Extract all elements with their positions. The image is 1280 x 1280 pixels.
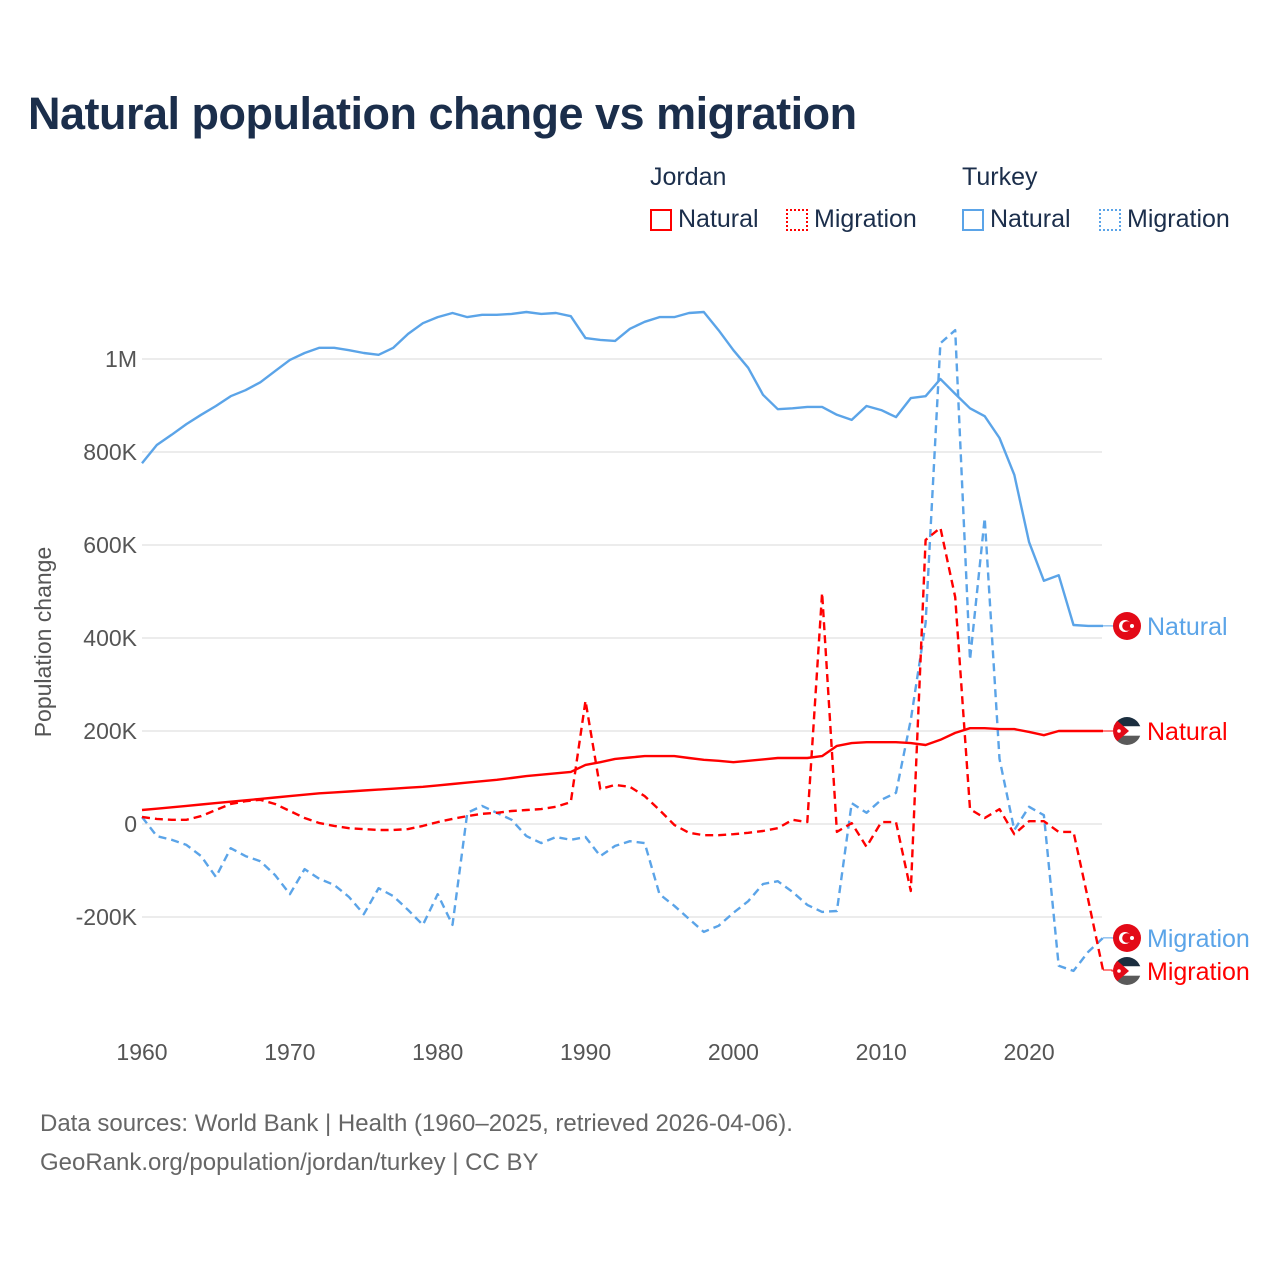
end-label: Natural [1147, 718, 1228, 746]
legend-label: Migration [814, 205, 917, 233]
x-tick-label: 1980 [412, 1039, 463, 1065]
legend-turkey-natural[interactable]: Natural [962, 205, 1071, 234]
legend-swatch-solid [962, 208, 984, 231]
turkey-flag-icon [1113, 612, 1141, 640]
star [1130, 936, 1134, 940]
triangle [1113, 717, 1129, 745]
legend-swatch-dotted [1099, 208, 1121, 231]
chart-title: Natural population change vs migration [28, 88, 857, 139]
y-tick-label: 200K [83, 718, 137, 744]
jordan-flag-icon [1113, 957, 1141, 985]
triangle [1113, 957, 1129, 985]
flag-body [1113, 717, 1141, 745]
x-tick-label: 2000 [708, 1039, 759, 1065]
series-line-turkey-migration [141, 329, 1104, 973]
y-tick-label: 400K [83, 625, 137, 651]
x-tick-label: 1970 [264, 1039, 315, 1065]
legend-label: Migration [1127, 205, 1230, 233]
legend-turkey-migration[interactable]: Migration [1099, 205, 1230, 234]
legend-group-jordan: Jordan [650, 163, 727, 191]
turkey-flag-icon [1113, 924, 1141, 952]
footer-link[interactable]: GeoRank.org/population/jordan/turkey | C… [40, 1149, 539, 1176]
series-line-jordan-migration [141, 526, 1105, 971]
y-tick-label: 600K [83, 532, 137, 558]
y-tick-label: 1M [105, 346, 137, 372]
star [1130, 624, 1134, 628]
legend-label: Natural [990, 205, 1071, 233]
y-tick-label: 0 [124, 811, 137, 837]
star [1117, 969, 1121, 973]
legend-swatch-solid [650, 208, 672, 231]
crescent-inner [1122, 933, 1132, 943]
x-tick-label: 1990 [560, 1039, 611, 1065]
crescent-inner [1122, 621, 1132, 631]
legend-label: Natural [678, 205, 759, 233]
y-tick-label: -200K [76, 904, 138, 930]
legend-jordan-natural[interactable]: Natural [650, 205, 759, 234]
stripe-black [1113, 717, 1141, 727]
end-label: Migration [1147, 958, 1250, 986]
stripe-green [1113, 735, 1141, 745]
legend-group-turkey: Turkey [962, 163, 1038, 191]
stripe-black [1113, 957, 1141, 967]
footer-sources: Data sources: World Bank | Health (1960–… [40, 1110, 793, 1137]
star [1117, 729, 1121, 733]
y-axis-label: Population change [30, 547, 56, 738]
x-tick-label: 2010 [856, 1039, 907, 1065]
jordan-flag-icon [1113, 717, 1141, 745]
end-label: Natural [1147, 613, 1228, 641]
x-tick-label: 1960 [116, 1039, 167, 1065]
series-line-jordan-natural [141, 727, 1103, 812]
x-tick-label: 2020 [1004, 1039, 1055, 1065]
end-label: Migration [1147, 925, 1250, 953]
flag-body [1113, 957, 1141, 985]
series-line-turkey-natural [141, 310, 1103, 628]
y-tick-label: 800K [83, 439, 137, 465]
stripe-green [1113, 975, 1141, 985]
legend-swatch-dotted [786, 208, 808, 231]
legend-jordan-migration[interactable]: Migration [786, 205, 917, 234]
